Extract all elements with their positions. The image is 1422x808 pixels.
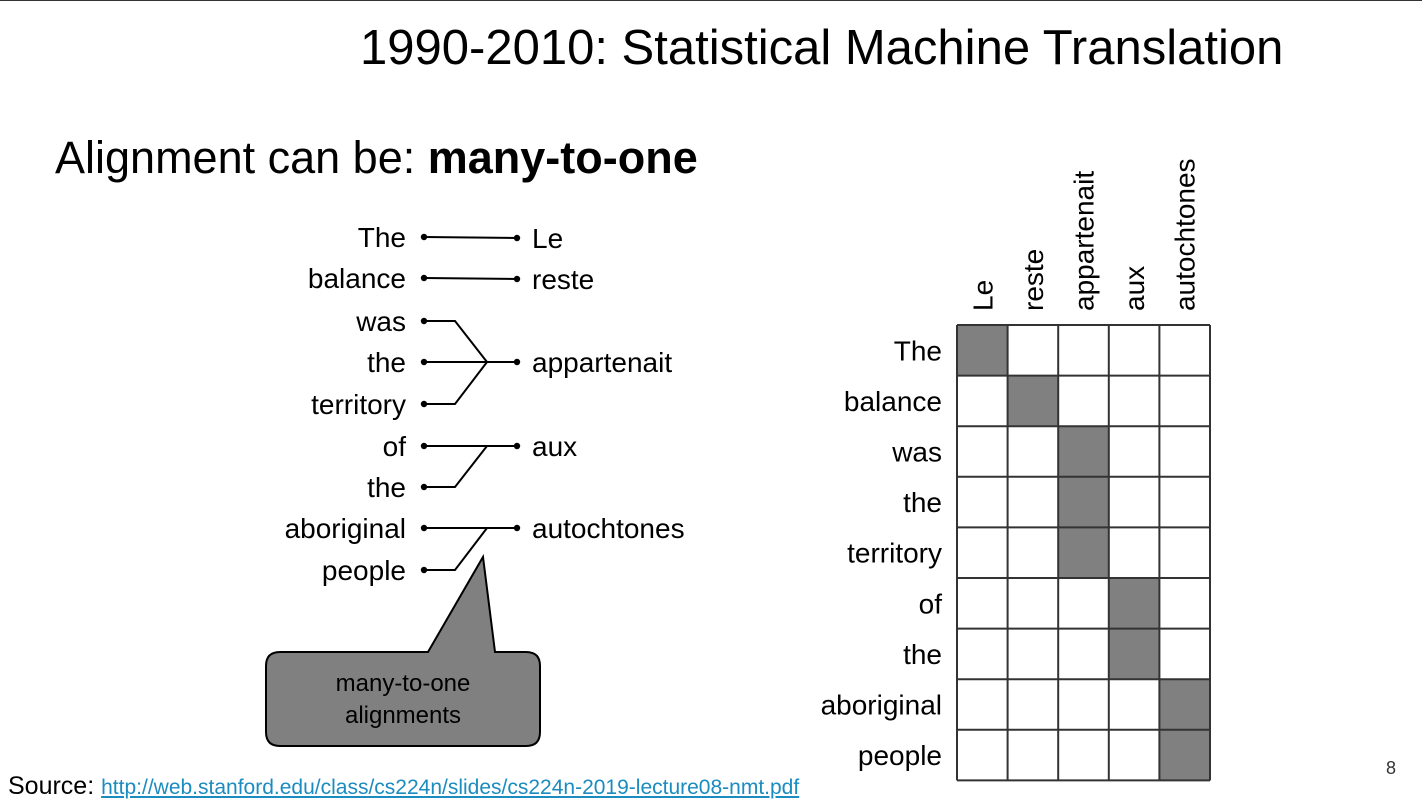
english-word-4: the (367, 347, 406, 378)
english-word-8: aboriginal (285, 513, 406, 544)
source-line: Source: http://web.stanford.edu/class/cs… (8, 772, 799, 801)
slide-title: 1990-2010: Statistical Machine Translati… (360, 21, 1284, 75)
source-link[interactable]: http://web.stanford.edu/class/cs224n/sli… (101, 776, 800, 799)
alignment-cell (1108, 578, 1160, 629)
matrix-column-label: aux (1119, 266, 1150, 311)
alignment-link (424, 527, 488, 571)
matrix-column-label: reste (1018, 249, 1049, 311)
matrix-row-label: was (891, 437, 942, 468)
english-word-1: The (358, 222, 406, 253)
callout-text-line: alignments (345, 702, 461, 729)
matrix-row-label: territory (847, 538, 942, 569)
matrix-row-label: of (919, 588, 943, 619)
callout-bubble (265, 553, 541, 747)
slide-subtitle: Alignment can be: many-to-one (55, 132, 698, 184)
english-word-6: of (383, 431, 407, 462)
matrix-row-label: people (858, 740, 942, 771)
callout-text-line: many-to-one (336, 670, 471, 697)
alignment-cell (1058, 426, 1109, 477)
page-number: 8 (1386, 758, 1397, 778)
alignment-cell (1058, 476, 1109, 528)
french-word-2: reste (532, 264, 594, 295)
alignment-cell (1108, 628, 1160, 680)
subtitle-prefix: Alignment can be: (55, 132, 428, 183)
english-word-2: balance (308, 263, 406, 294)
alignment-link (423, 277, 518, 280)
top-border-line (0, 0, 1422, 1)
french-word-4: aux (532, 431, 577, 462)
matrix-row-label: the (903, 639, 942, 670)
matrix-row-label: balance (844, 386, 942, 417)
matrix-column-label: autochtones (1170, 158, 1201, 311)
english-word-7: the (367, 472, 406, 503)
alignment-cell (1058, 527, 1109, 578)
matrix-row-label: aboriginal (821, 690, 942, 721)
alignment-cell (957, 325, 1008, 376)
alignment-cell (1159, 729, 1210, 781)
alignment-link (424, 445, 488, 488)
alignment-cell (1007, 375, 1059, 427)
matrix-column-label: appartenait (1069, 171, 1100, 311)
alignment-link (423, 236, 518, 239)
matrix-column-label: Le (967, 280, 998, 311)
alignment-link (424, 361, 488, 405)
source-label: Source: (8, 772, 95, 800)
english-word-9: people (322, 555, 406, 586)
matrix-row-label: the (903, 487, 942, 518)
english-word-3: was (355, 306, 406, 337)
subtitle-bold: many-to-one (427, 132, 698, 183)
alignment-cell (1159, 679, 1210, 730)
english-word-5: territory (311, 389, 406, 420)
alignment-link (424, 320, 488, 363)
french-word-1: Le (532, 223, 563, 254)
french-word-3: appartenait (532, 347, 672, 378)
matrix-row-label: The (894, 335, 942, 366)
french-word-5: autochtones (532, 513, 685, 544)
